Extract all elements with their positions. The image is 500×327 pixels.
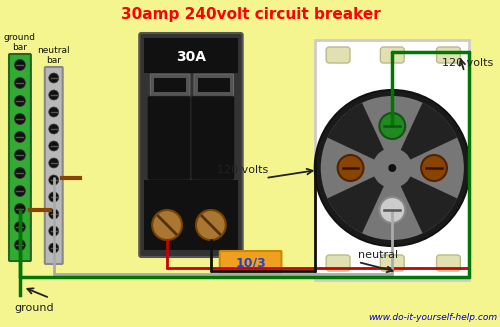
- Circle shape: [49, 192, 58, 202]
- FancyBboxPatch shape: [147, 96, 191, 180]
- Text: 120 volts: 120 volts: [217, 165, 268, 175]
- Bar: [198, 78, 230, 92]
- FancyBboxPatch shape: [326, 47, 350, 63]
- Circle shape: [14, 149, 26, 161]
- Circle shape: [152, 210, 182, 240]
- Wedge shape: [392, 103, 457, 168]
- Circle shape: [49, 243, 58, 253]
- Circle shape: [49, 226, 58, 236]
- Circle shape: [14, 113, 26, 125]
- Circle shape: [380, 197, 405, 223]
- Circle shape: [14, 131, 26, 143]
- Circle shape: [49, 90, 58, 100]
- Bar: [315, 40, 470, 280]
- Text: neutral
bar: neutral bar: [38, 45, 70, 65]
- FancyBboxPatch shape: [9, 54, 31, 261]
- Circle shape: [421, 155, 447, 181]
- Wedge shape: [328, 168, 392, 233]
- Circle shape: [14, 95, 26, 107]
- FancyBboxPatch shape: [436, 47, 460, 63]
- Bar: [144, 180, 238, 250]
- Circle shape: [49, 158, 58, 168]
- Circle shape: [14, 185, 26, 197]
- Bar: [144, 38, 238, 73]
- FancyBboxPatch shape: [45, 67, 62, 264]
- Circle shape: [372, 148, 412, 188]
- FancyBboxPatch shape: [220, 251, 282, 275]
- FancyBboxPatch shape: [194, 74, 234, 96]
- Wedge shape: [328, 103, 392, 168]
- Circle shape: [320, 96, 464, 240]
- Text: 30A: 30A: [176, 50, 206, 64]
- Text: ground
bar: ground bar: [4, 33, 36, 52]
- Circle shape: [49, 175, 58, 185]
- Circle shape: [49, 141, 58, 151]
- Circle shape: [380, 113, 405, 139]
- Circle shape: [49, 73, 58, 83]
- Circle shape: [49, 107, 58, 117]
- Circle shape: [14, 167, 26, 179]
- Circle shape: [14, 77, 26, 89]
- FancyBboxPatch shape: [150, 74, 190, 96]
- Text: 30amp 240volt circuit breaker: 30amp 240volt circuit breaker: [120, 8, 380, 23]
- Circle shape: [14, 60, 26, 71]
- Text: neutral: neutral: [358, 250, 398, 260]
- FancyBboxPatch shape: [326, 255, 350, 271]
- Wedge shape: [392, 168, 457, 233]
- Circle shape: [14, 239, 26, 250]
- Text: 120 volts: 120 volts: [442, 58, 493, 68]
- Text: 10/3: 10/3: [235, 256, 266, 269]
- Bar: [154, 78, 186, 92]
- Circle shape: [338, 155, 363, 181]
- Circle shape: [388, 164, 396, 172]
- Text: ground: ground: [14, 303, 54, 313]
- Circle shape: [196, 210, 226, 240]
- FancyBboxPatch shape: [380, 255, 404, 271]
- Circle shape: [14, 221, 26, 232]
- Text: www.do-it-yourself-help.com: www.do-it-yourself-help.com: [368, 313, 497, 322]
- Circle shape: [49, 124, 58, 134]
- FancyBboxPatch shape: [436, 255, 460, 271]
- FancyBboxPatch shape: [140, 33, 242, 257]
- FancyBboxPatch shape: [380, 47, 404, 63]
- Circle shape: [314, 90, 470, 246]
- Circle shape: [49, 209, 58, 219]
- FancyBboxPatch shape: [191, 96, 234, 180]
- Circle shape: [14, 203, 26, 215]
